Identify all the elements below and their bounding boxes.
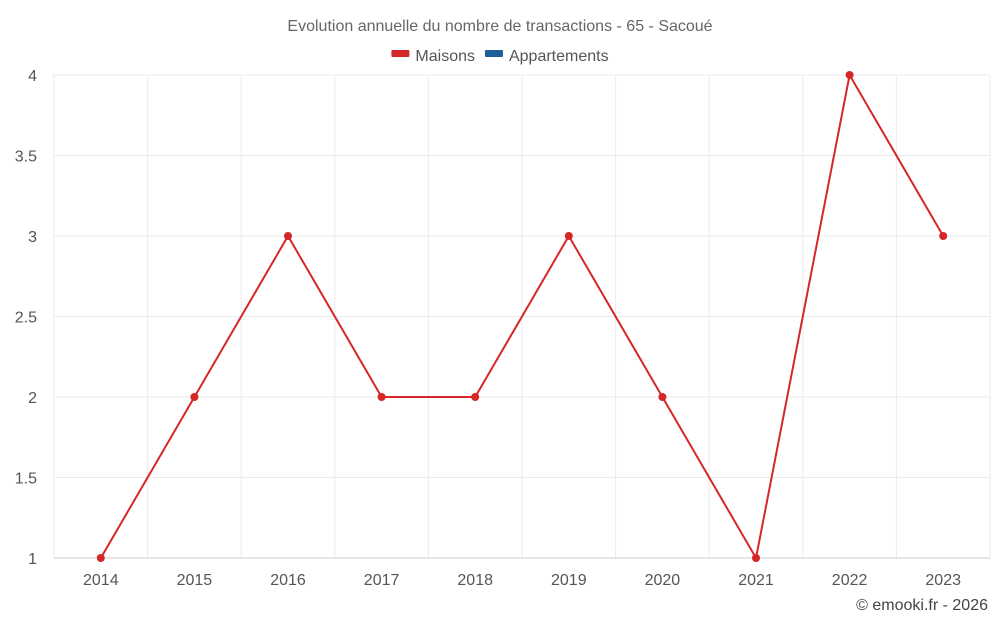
data-point: [845, 71, 854, 79]
x-tick-label: 2016: [270, 572, 306, 589]
x-tick-labels: 2014 2015 2016 2017 2018 2019 2020 2021 2022 2023: [83, 572, 961, 589]
y-tick-label: 4: [28, 68, 37, 85]
data-point: [284, 232, 292, 240]
legend: Maisons Appartements: [391, 48, 609, 65]
data-point: [564, 232, 573, 240]
legend-label-appartements: Appartements: [509, 48, 609, 65]
y-tick-label: 2: [28, 390, 37, 407]
series-group: [96, 71, 948, 562]
legend-swatch-appartements: [484, 50, 503, 57]
data-point: [471, 393, 480, 401]
x-tick-label: 2015: [177, 572, 213, 589]
legend-label-maisons: Maisons: [415, 48, 475, 65]
y-tick-label: 3.5: [15, 149, 37, 166]
chart-title: Evolution annuelle du nombre de transact…: [287, 18, 712, 35]
data-point: [939, 232, 948, 240]
x-tick-label: 2021: [738, 572, 774, 589]
x-tick-label: 2020: [645, 572, 681, 589]
data-point: [190, 393, 199, 401]
x-tick-label: 2019: [551, 572, 587, 589]
x-tick-label: 2022: [832, 572, 868, 589]
y-tick-label: 1: [28, 551, 37, 568]
legend-swatch-maisons: [391, 50, 410, 57]
series-line-maisons: [99, 72, 945, 561]
y-tick-labels: 1 1.5 2 2.5 3 3.5 4: [15, 68, 37, 568]
data-point: [752, 554, 760, 562]
x-tick-label: 2023: [925, 572, 961, 589]
y-tick-label: 1.5: [15, 471, 37, 488]
credit-text: © emooki.fr - 2026: [856, 597, 988, 614]
y-tick-label: 2.5: [15, 310, 37, 327]
data-point: [96, 554, 105, 562]
data-point: [377, 393, 386, 401]
y-tick-label: 3: [28, 229, 37, 246]
data-point: [658, 393, 667, 401]
x-tick-label: 2017: [364, 572, 400, 589]
x-tick-label: 2018: [457, 572, 493, 589]
x-tick-label: 2014: [83, 572, 119, 589]
